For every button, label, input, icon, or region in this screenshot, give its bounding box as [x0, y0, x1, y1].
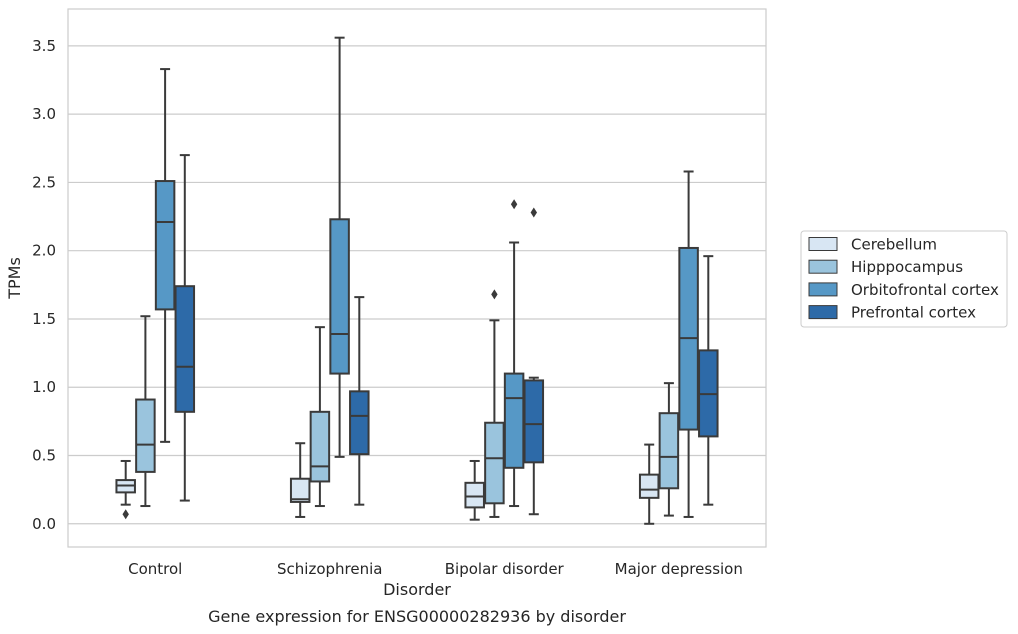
box-cerebellum — [289, 442, 311, 518]
iqr-box — [309, 410, 331, 483]
legend-label: Orbitofrontal cortex — [851, 281, 999, 299]
box-prefrontal-cortex — [174, 154, 196, 502]
box-hipppocampus — [484, 289, 505, 518]
x-tick-label: Bipolar disorder — [445, 560, 565, 578]
y-axis-title: TPMs — [5, 257, 24, 300]
box-prefrontal-cortex — [523, 207, 545, 516]
legend: Cerebellum Hipppocampus Orbitofrontal cort… — [800, 230, 1008, 328]
iqr-box — [523, 379, 545, 464]
box-cerebellum — [638, 443, 660, 525]
legend-label: Cerebellum — [851, 236, 937, 254]
outlier-marker — [510, 199, 518, 210]
box-cerebellum — [115, 459, 136, 520]
x-tick-label: Control — [128, 560, 182, 578]
outlier-marker — [530, 207, 537, 218]
box-orbitofrontal-cortex — [503, 199, 525, 508]
y-tick-label: 3.5 — [32, 37, 56, 55]
y-tick-label: 1.0 — [32, 378, 56, 396]
legend-swatch — [808, 305, 838, 320]
box-hipppocampus — [135, 315, 156, 508]
y-tick-label: 2.5 — [32, 173, 56, 191]
iqr-box — [658, 412, 680, 490]
iqr-box — [135, 398, 156, 473]
legend-frame — [800, 230, 1008, 328]
y-tick-label: 1.5 — [32, 310, 56, 328]
iqr-box — [154, 180, 176, 311]
x-tick-label: Schizophrenia — [277, 560, 382, 578]
iqr-box — [503, 372, 525, 469]
box-hipppocampus — [309, 326, 331, 508]
y-tick-labels: 0.0 0.5 1.0 1.5 2.0 2.5 3.0 3.5 — [32, 37, 56, 533]
y-tick-label: 3.0 — [32, 105, 56, 123]
box-prefrontal-cortex — [349, 296, 370, 506]
box-hipppocampus — [658, 382, 680, 517]
legend-swatch — [808, 282, 838, 297]
box-cerebellum — [464, 459, 485, 521]
outlier-marker — [491, 289, 498, 300]
box-prefrontal-cortex — [698, 255, 719, 506]
iqr-box — [464, 481, 485, 509]
y-tick-label: 2.0 — [32, 242, 56, 260]
outlier-marker — [122, 509, 129, 520]
chart-caption: Gene expression for ENSG00000282936 by d… — [208, 607, 626, 626]
legend-label: Hipppocampus — [851, 258, 963, 276]
iqr-box — [329, 218, 350, 375]
legend-swatch — [808, 237, 838, 251]
plot-area — [67, 8, 767, 548]
box-orbitofrontal-cortex — [154, 68, 176, 443]
iqr-box — [174, 285, 196, 413]
y-tick-label: 0.0 — [32, 515, 56, 533]
iqr-box — [349, 390, 370, 456]
y-tick-label: 0.5 — [32, 447, 56, 465]
iqr-box — [638, 473, 660, 499]
x-tick-label: Major depression — [615, 560, 743, 578]
iqr-box — [289, 477, 311, 503]
iqr-box — [484, 421, 505, 505]
x-axis-title: Disorder — [383, 580, 451, 599]
legend-label: Prefrontal cortex — [851, 304, 976, 322]
legend-swatch — [808, 259, 838, 274]
box-orbitofrontal-cortex — [678, 170, 699, 518]
boxplots — [115, 36, 719, 525]
x-tick-labels: Control Schizophrenia Bipolar disorder Majo… — [128, 560, 743, 578]
box-orbitofrontal-cortex — [329, 36, 350, 458]
